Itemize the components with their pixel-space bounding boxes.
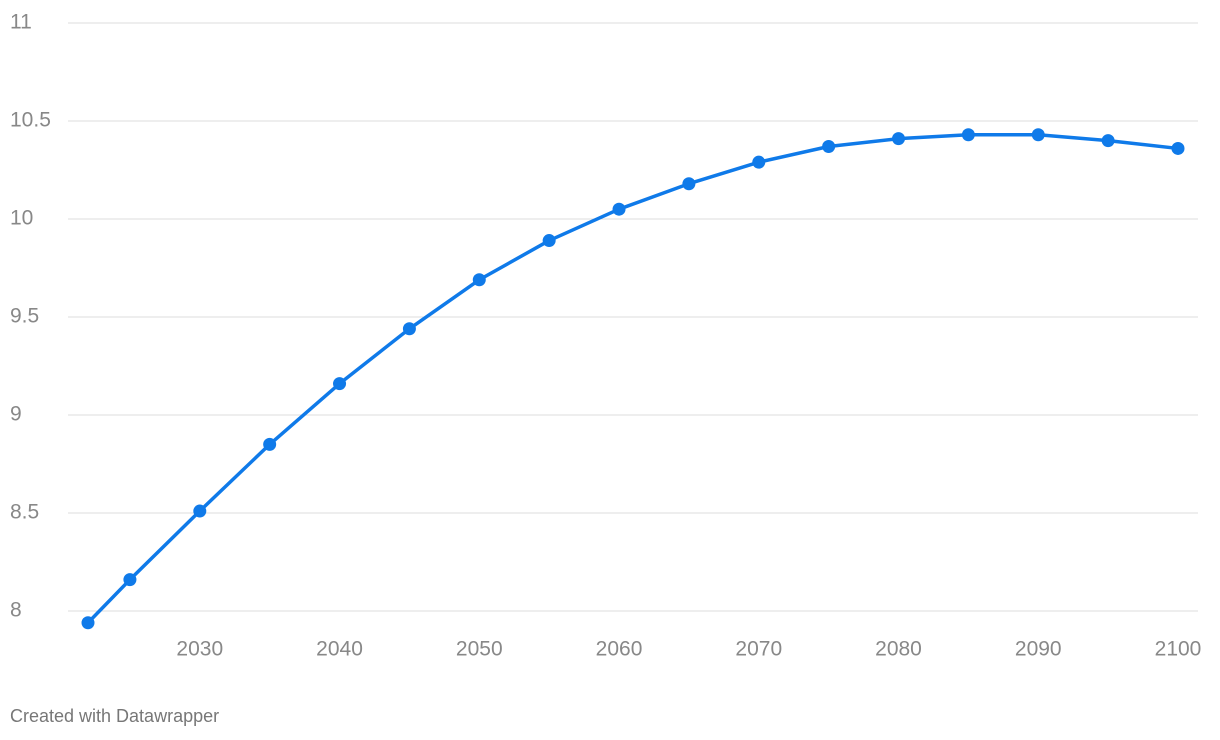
y-tick-label: 9.5: [10, 305, 39, 328]
x-tick-label: 2080: [875, 638, 922, 661]
x-tick-label: 2030: [176, 638, 223, 661]
point: [822, 139, 836, 153]
point: [193, 504, 207, 518]
point: [123, 573, 137, 587]
point: [472, 273, 486, 287]
point: [961, 128, 975, 142]
point: [402, 322, 416, 336]
x-tick-label: 2070: [735, 638, 782, 661]
y-tick-label: 10: [10, 207, 33, 230]
point: [612, 202, 626, 216]
y-tick-label: 8.5: [10, 501, 39, 524]
point: [542, 234, 556, 248]
point: [1171, 141, 1185, 155]
point: [81, 616, 95, 630]
x-tick-label: 2050: [456, 638, 503, 661]
point: [1101, 134, 1115, 148]
y-tick-label: 11: [10, 11, 32, 34]
x-tick-label: 2100: [1155, 638, 1202, 661]
point: [752, 155, 766, 169]
x-tick-label: 2090: [1015, 638, 1062, 661]
point: [263, 437, 277, 451]
point: [682, 177, 696, 191]
point: [1031, 128, 1045, 142]
point: [333, 377, 347, 391]
y-tick-label: 9: [10, 403, 22, 426]
y-tick-label: 10.5: [10, 109, 51, 132]
line: [86, 132, 1179, 624]
x-tick-label: 2060: [596, 638, 643, 661]
credit: Created with Datawrapper: [10, 706, 219, 726]
y-tick-label: 8: [10, 599, 22, 622]
point: [892, 132, 906, 146]
x-tick-label: 2040: [316, 638, 363, 661]
